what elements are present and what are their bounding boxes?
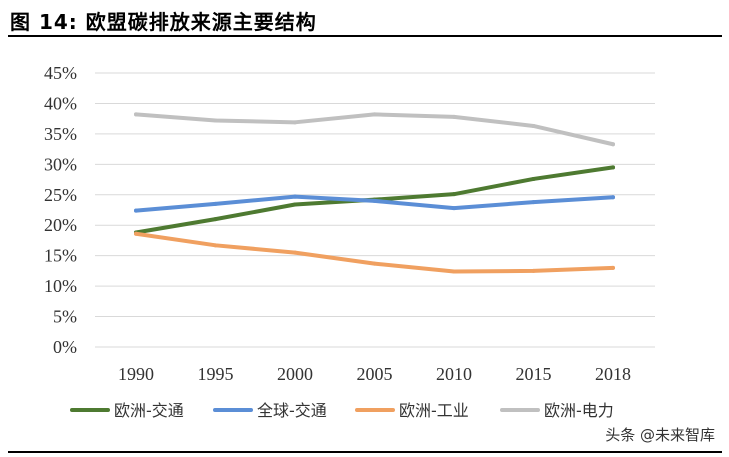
data-point — [293, 194, 297, 199]
data-point — [452, 206, 456, 211]
data-point — [372, 112, 377, 117]
series-lines — [134, 112, 615, 274]
data-point — [531, 123, 536, 128]
x-tick-label: 2018 — [595, 364, 631, 384]
data-point — [293, 120, 297, 125]
legend: 欧洲-交通 全球-交通 欧洲-工业 欧洲-电力 — [70, 401, 614, 420]
data-point — [213, 217, 218, 222]
y-tick-label: 5% — [53, 307, 77, 327]
data-point — [134, 208, 138, 213]
data-point — [293, 250, 297, 255]
x-tick-label: 2010 — [436, 364, 472, 384]
data-point — [611, 265, 615, 270]
x-tick-label: 2015 — [516, 364, 552, 384]
data-point — [611, 195, 615, 200]
data-point — [531, 176, 536, 181]
x-tick-label: 2000 — [277, 364, 313, 384]
series-line — [134, 112, 615, 147]
y-tick-label: 25% — [44, 185, 77, 205]
y-tick-label: 40% — [44, 93, 77, 113]
watermark: 头条 @未来智库 — [603, 424, 717, 445]
y-tick-label: 30% — [44, 154, 77, 174]
data-point — [372, 198, 377, 203]
data-point — [134, 112, 138, 117]
data-point — [452, 114, 456, 119]
data-point — [611, 142, 615, 147]
data-point — [531, 200, 536, 205]
data-point — [213, 118, 218, 123]
data-point — [452, 192, 456, 197]
legend-label: 欧洲-交通 — [114, 401, 184, 420]
y-tick-label: 35% — [44, 124, 77, 144]
legend-label: 欧洲-工业 — [399, 401, 469, 420]
data-point — [531, 268, 536, 273]
y-axis-ticks: 0% 5% 10% 15% 20% 25% 30% 35% 40% 45% — [44, 63, 77, 357]
y-tick-label: 0% — [53, 337, 77, 357]
y-tick-label: 10% — [44, 276, 77, 296]
data-point — [213, 243, 218, 248]
data-point — [213, 201, 218, 206]
y-tick-label: 15% — [44, 246, 77, 266]
y-tick-label: 45% — [44, 63, 77, 83]
figure-title: 图 14: 欧盟碳排放来源主要结构 — [10, 10, 317, 34]
x-tick-label: 1995 — [198, 364, 234, 384]
legend-label: 欧洲-电力 — [544, 401, 614, 420]
x-tick-label: 2005 — [357, 364, 393, 384]
title-divider — [8, 35, 722, 37]
data-point — [372, 261, 377, 266]
series-line — [134, 231, 615, 274]
x-axis-ticks: 1990 1995 2000 2005 2010 2015 2018 — [118, 364, 631, 384]
bottom-divider — [8, 451, 722, 453]
legend-label: 全球-交通 — [257, 401, 327, 420]
y-tick-label: 20% — [44, 215, 77, 235]
data-point — [134, 231, 138, 236]
x-tick-label: 1990 — [118, 364, 154, 384]
data-point — [611, 165, 615, 170]
data-point — [293, 202, 297, 207]
data-point — [452, 269, 456, 274]
